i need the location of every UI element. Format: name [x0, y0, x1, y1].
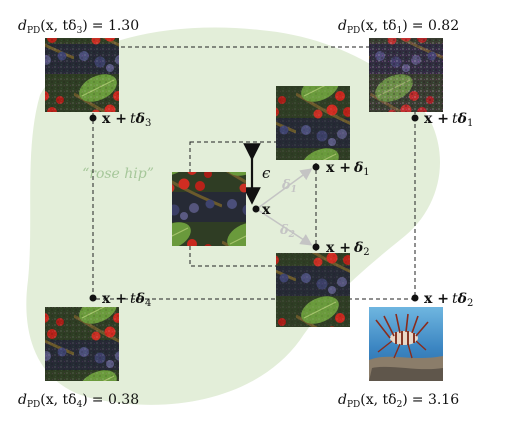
thumb-tp1 [276, 86, 350, 160]
point-x-tdelta2 [411, 294, 419, 302]
label-x: x [262, 202, 271, 218]
point-x [252, 205, 260, 213]
epsilon-label: ϵ [262, 164, 271, 182]
delta1-label: δ1 [281, 178, 297, 195]
thumb-tx [172, 172, 246, 246]
point-x-tdelta4 [89, 294, 97, 302]
thumb-t4 [45, 307, 119, 381]
label-x-tdelta3: x + tδ3 [102, 111, 151, 129]
label-x-tdelta2: x + tδ2 [424, 291, 473, 309]
distance-label-4: dPD(x, tδ4) = 0.38 [18, 392, 139, 410]
label-x-tdelta4: x + tδ4 [102, 291, 151, 309]
delta2-arrow [257, 209, 313, 246]
distance-label-2: dPD(x, tδ2) = 3.16 [338, 392, 459, 410]
point-x-delta1 [312, 163, 320, 171]
point-x-tdelta3 [89, 114, 97, 122]
thumb-t1 [369, 38, 443, 112]
distance-label-3: dPD(x, tδ3) = 1.30 [18, 18, 139, 36]
label-x-delta2: x + δ2 [326, 240, 370, 258]
delta2-label: δ2 [279, 223, 295, 240]
region-label: “rose hip” [82, 166, 154, 182]
outer-square [92, 46, 416, 300]
label-x-tdelta1: x + tδ1 [424, 111, 473, 129]
point-x-tdelta1 [411, 114, 419, 122]
delta1-arrow [257, 168, 313, 209]
thumb-t2 [369, 307, 443, 381]
thumb-tp2 [276, 253, 350, 327]
label-x-delta1: x + δ1 [326, 160, 370, 178]
thumb-t3 [45, 38, 119, 112]
point-x-delta2 [312, 243, 320, 251]
distance-label-1: dPD(x, tδ1) = 0.82 [338, 18, 459, 36]
